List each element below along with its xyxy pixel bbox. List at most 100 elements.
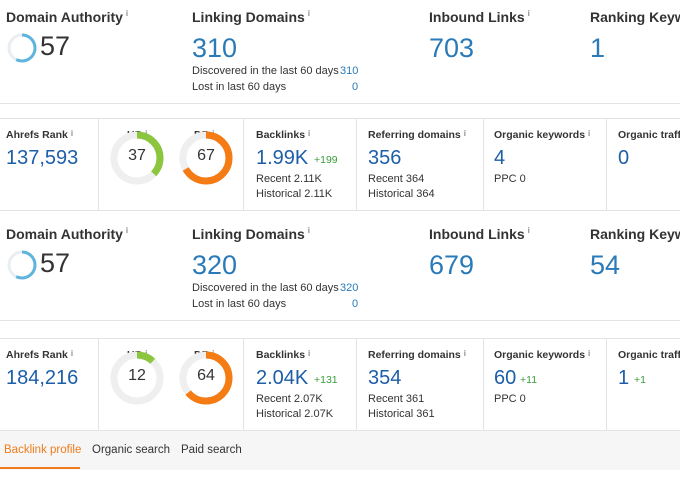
backlinks-delta-text: +199	[314, 154, 338, 166]
info-icon: i	[125, 9, 129, 18]
discovered-label: Discovered in the last 60 days	[192, 65, 339, 77]
tab[interactable]: Paid search	[181, 444, 242, 456]
card-border	[0, 338, 680, 339]
divider	[0, 103, 680, 104]
organic-traffic-delta-text: +1	[634, 374, 646, 386]
linking-domains-label: Linking Domains i	[192, 226, 310, 242]
domain-authority-label-text: Domain Authority	[6, 9, 123, 25]
inbound-links-value: 703	[429, 33, 474, 64]
card-separator	[483, 338, 484, 430]
referring-domains-value-text: 356	[368, 147, 402, 169]
card-separator	[356, 118, 357, 210]
info-icon: i	[70, 349, 74, 358]
backlinks-label: Backlinks i	[256, 129, 310, 141]
ranking-keywords-value-text: 54	[590, 250, 621, 280]
ranking-keywords-value: 1	[590, 33, 605, 64]
dr-value: 64	[186, 367, 226, 385]
info-icon: i	[588, 349, 591, 358]
linking-domains-label-text: Linking Domains	[192, 9, 305, 25]
backlinks-label-text: Backlinks	[256, 349, 306, 361]
backlinks-value-text: 1.99K	[256, 147, 309, 169]
card-border	[0, 430, 680, 431]
referring-domains-label: Referring domains i	[368, 129, 466, 141]
card-separator	[98, 338, 99, 430]
organic-keywords-label-text: Organic keywords	[494, 129, 586, 141]
referring-domains-value: 354	[368, 367, 401, 390]
backlinks-recent: Recent 2.11K	[256, 173, 322, 185]
ahrefs-rank-value-text: 137,593	[6, 147, 79, 169]
ur-value-text: 37	[128, 147, 146, 164]
organic-keywords-label-text: Organic keywords	[494, 349, 586, 361]
ur-gauge	[110, 351, 164, 405]
inbound-links-label: Inbound Links i	[429, 9, 530, 25]
organic-traffic-label: Organic traffi	[618, 129, 680, 141]
lost-value-text: 0	[352, 298, 359, 310]
ranking-keywords-value-text: 1	[590, 33, 606, 63]
card-separator	[606, 338, 607, 430]
linking-domains-value-text: 310	[192, 33, 238, 63]
tab-text: Backlink profile	[4, 444, 82, 456]
ahrefs-rank-value-text: 184,216	[6, 367, 79, 389]
referring-domains-label-text: Referring domains	[368, 129, 461, 141]
tab[interactable]: Backlink profile	[4, 444, 81, 456]
info-icon: i	[463, 349, 467, 358]
ahrefs-rank-label: Ahrefs Rank i	[6, 349, 73, 361]
linking-domains-label: Linking Domains i	[192, 9, 310, 25]
tab-text: Organic search	[92, 444, 170, 456]
backlinks-historical-text: Historical 2.11K	[256, 188, 333, 200]
divider	[0, 320, 680, 321]
lost-label-text: Lost in last 60 days	[192, 81, 287, 93]
domain-authority-value: 57	[40, 248, 70, 279]
linking-domains-value: 310	[192, 33, 237, 64]
card-separator	[243, 118, 244, 210]
ur-value: 12	[117, 367, 157, 385]
info-icon: i	[463, 129, 467, 138]
domain-authority-gauge	[7, 250, 37, 280]
discovered-value: 310	[340, 65, 358, 77]
info-icon: i	[308, 349, 311, 358]
discovered-label-text: Discovered in the last 60 days	[192, 65, 339, 77]
backlinks-historical: Historical 2.07K	[256, 408, 333, 420]
backlinks-value-text: 2.04K	[256, 367, 309, 389]
organic-keywords-value: 4	[494, 147, 505, 170]
linking-domains-value: 320	[192, 250, 237, 281]
backlinks-label: Backlinks i	[256, 349, 310, 361]
ur-gauge-arc	[110, 351, 164, 405]
backlinks-recent: Recent 2.07K	[256, 393, 323, 405]
organic-keywords-label: Organic keywords i	[494, 129, 590, 141]
ur-gauge-arc	[110, 131, 164, 185]
discovered-value: 320	[340, 282, 358, 294]
tab[interactable]: Organic search	[92, 444, 170, 456]
inbound-links-label-text: Inbound Links	[429, 9, 525, 25]
backlinks-value: 2.04K	[256, 367, 308, 390]
info-icon: i	[588, 129, 591, 138]
inbound-links-label: Inbound Links i	[429, 226, 530, 242]
domain-authority-value-text: 57	[40, 248, 71, 278]
ahrefs-rank-value: 137,593	[6, 147, 78, 170]
linking-domains-value-text: 320	[192, 250, 238, 280]
inbound-links-label-text: Inbound Links	[429, 226, 525, 242]
ur-value-text: 12	[128, 367, 146, 384]
ranking-keywords-label: Ranking Keywo	[590, 226, 680, 242]
referring-domains-label: Referring domains i	[368, 349, 466, 361]
info-icon: i	[70, 129, 74, 138]
organic-keywords-delta: +11	[520, 374, 537, 386]
info-icon: i	[307, 9, 311, 18]
referring-domains-historical-text: Historical 361	[368, 408, 435, 420]
ur-gauge	[110, 131, 164, 185]
domain-authority-label-text: Domain Authority	[6, 226, 123, 242]
lost-label-text: Lost in last 60 days	[192, 298, 287, 310]
organic-traffic-label: Organic traffi	[618, 349, 680, 361]
domain-authority-label: Domain Authority i	[6, 226, 128, 242]
ahrefs-rank-label: Ahrefs Rank i	[6, 129, 73, 141]
referring-domains-label-text: Referring domains	[368, 349, 461, 361]
dr-gauge-arc	[179, 351, 233, 405]
lost-label: Lost in last 60 days	[192, 298, 286, 310]
card-border	[0, 210, 680, 211]
domain-authority-value-text: 57	[40, 31, 71, 61]
domain-authority-gauge-arc	[7, 33, 37, 63]
backlinks-historical: Historical 2.11K	[256, 188, 332, 200]
card-separator	[243, 338, 244, 430]
dr-gauge-arc	[179, 131, 233, 185]
